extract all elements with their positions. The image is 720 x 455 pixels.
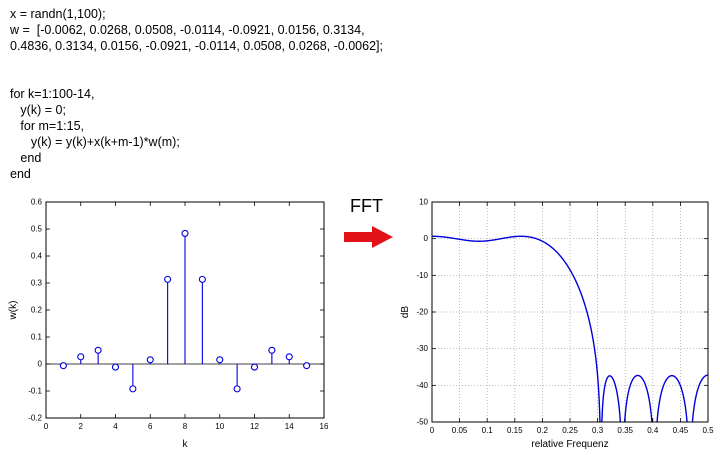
svg-text:0.2: 0.2	[537, 426, 549, 435]
svg-text:-40: -40	[416, 381, 428, 390]
svg-text:4: 4	[113, 422, 118, 431]
svg-text:2: 2	[79, 422, 84, 431]
svg-text:0.4: 0.4	[31, 252, 43, 261]
svg-text:0.25: 0.25	[562, 426, 578, 435]
w-coefficients-chart: 0 2 4 6 8 10 12 14 16 -0.2 -0.1 0 0.1 0.2 0.3 0.4 0.5 0.6…	[8, 198, 329, 451]
svg-text:0.1: 0.1	[31, 333, 43, 342]
svg-text:0.3: 0.3	[31, 279, 43, 288]
svg-text:0: 0	[38, 360, 43, 369]
frequency-response-chart: 0 0.05 0.1 0.15 0.2 0.25 0.3 0.35 0.4 0.45 0.5 -50 -…	[400, 198, 714, 451]
fft-arrow-icon	[344, 226, 393, 248]
svg-text:0: 0	[44, 422, 49, 431]
svg-text:12: 12	[250, 422, 259, 431]
svg-text:0: 0	[430, 426, 435, 435]
svg-text:w(k): w(k)	[8, 301, 19, 321]
svg-text:10: 10	[215, 422, 224, 431]
fft-label: FFT	[350, 196, 383, 216]
svg-text:0.2: 0.2	[31, 306, 43, 315]
svg-text:14: 14	[285, 422, 294, 431]
svg-text:0.15: 0.15	[507, 426, 523, 435]
svg-text:-0.2: -0.2	[28, 414, 42, 423]
matlab-code-block: x = randn(1,100); w = [-0.0062, 0.0268, …	[10, 7, 383, 181]
svg-text:-20: -20	[416, 308, 428, 317]
svg-text:relative Frequenz: relative Frequenz	[531, 439, 608, 450]
svg-text:0.5: 0.5	[702, 426, 714, 435]
svg-text:0.3: 0.3	[592, 426, 604, 435]
svg-text:0: 0	[424, 234, 429, 243]
svg-text:8: 8	[183, 422, 188, 431]
svg-text:6: 6	[148, 422, 153, 431]
svg-text:0.1: 0.1	[482, 426, 494, 435]
svg-text:-30: -30	[416, 344, 428, 353]
svg-text:-0.1: -0.1	[28, 387, 42, 396]
svg-text:0.5: 0.5	[31, 225, 43, 234]
svg-text:0.4: 0.4	[647, 426, 659, 435]
svg-text:k: k	[183, 439, 189, 450]
svg-text:10: 10	[419, 198, 428, 207]
svg-text:-50: -50	[416, 418, 428, 427]
svg-text:0.45: 0.45	[673, 426, 689, 435]
svg-text:16: 16	[320, 422, 329, 431]
svg-text:dB: dB	[400, 306, 411, 319]
svg-text:0.05: 0.05	[452, 426, 468, 435]
svg-text:0.6: 0.6	[31, 198, 43, 207]
svg-text:0.35: 0.35	[617, 426, 633, 435]
svg-text:-10: -10	[416, 271, 428, 280]
